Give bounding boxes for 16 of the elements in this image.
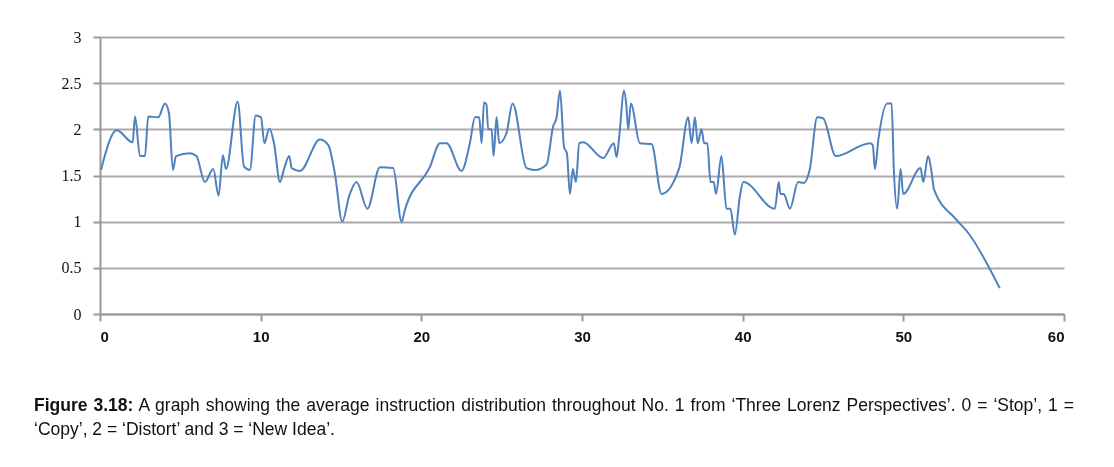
- y-tick-label: 2.5: [61, 74, 82, 92]
- y-tick-label: 1.5: [61, 167, 82, 184]
- x-tick-label: 30: [574, 327, 591, 345]
- x-tick-label: 50: [895, 327, 913, 345]
- y-tick-label: 2: [73, 120, 82, 138]
- y-tick-label: 0: [73, 305, 82, 323]
- x-tick-label: 60: [1047, 327, 1065, 345]
- y-tick-label: 1: [73, 213, 82, 231]
- y-tick-label: 0.5: [61, 259, 82, 277]
- line-series: [100, 89, 1001, 290]
- x-tick-label: 10: [252, 327, 270, 345]
- x-tick-label: 40: [734, 327, 752, 345]
- x-tick-label: 0: [100, 327, 109, 345]
- x-tick-label: 20: [413, 327, 431, 345]
- caption: Figure 3.18: A graph showing the average instruction distribution throughout No. 1 from ‘Three Lorenz Perspectives’. 0 = ‘Stop’, 1 = ‘Copy’, 2 = ‘Distort’ and 3 = ‘New Idea’.: [34, 394, 1074, 441]
- y-tick-label: 3: [73, 28, 82, 46]
